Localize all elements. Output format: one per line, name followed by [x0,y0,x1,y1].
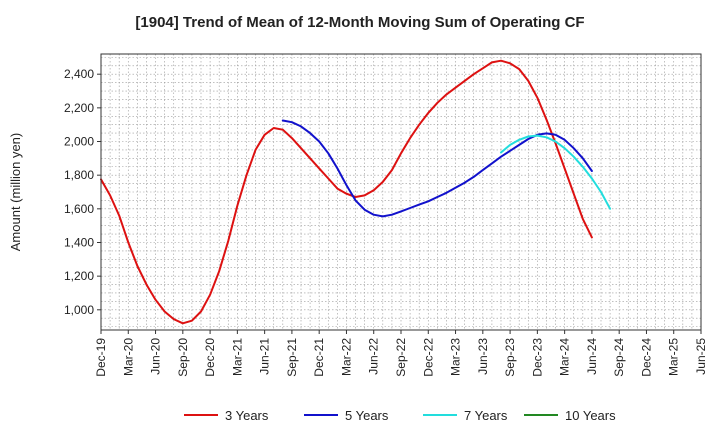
x-tick-label: Mar-21 [230,338,244,376]
x-tick-label: Jun-25 [694,338,708,375]
x-tick-label: Sep-20 [176,338,190,377]
y-tick-label: 2,200 [64,101,94,115]
x-tick-label: Jun-22 [367,338,381,375]
x-tick-label: Jun-21 [258,338,272,375]
x-tick-label: Sep-22 [394,338,408,377]
x-tick-label: Mar-25 [667,338,681,376]
legend-label: 10 Years [565,408,616,423]
y-tick-label: 1,800 [64,168,94,182]
legend-label: 5 Years [345,408,389,423]
y-axis-label: Amount (million yen) [8,133,23,252]
x-tick-label: Dec-22 [421,338,435,377]
series-line-7-years [500,134,612,210]
x-tick-label: Sep-23 [503,338,517,377]
y-tick-label: 2,400 [64,67,94,81]
x-tick-label: Mar-20 [121,338,135,376]
x-tick-label: Jun-24 [585,338,599,375]
y-tick-label: 1,400 [64,235,94,249]
y-tick-label: 1,200 [64,269,94,283]
legend-label: 7 Years [464,408,508,423]
series-line-3-years [100,59,593,325]
x-tick-label: Dec-23 [530,338,544,377]
y-tick-label: 1,000 [64,303,94,317]
series-line-5-years [281,119,593,218]
y-tick-label: 2,000 [64,135,94,149]
legend: 3 Years 5 Years 7 Years 10 Years [184,408,616,423]
chart-title: [1904] Trend of Mean of 12-Month Moving … [135,14,585,31]
x-tick-label: Jun-20 [149,338,163,375]
x-tick-label: Mar-22 [339,338,353,376]
x-tick-label: Dec-20 [203,338,217,377]
x-tick-label: Mar-24 [558,338,572,376]
legend-label: 3 Years [225,408,269,423]
series-lines [100,59,612,325]
grid [101,54,701,330]
x-axis: Dec-19 Mar-20 Jun-20 Sep-20 Dec-20 Mar-21 Jun-… [94,330,708,377]
x-tick-label: Dec-24 [639,338,653,377]
x-tick-label: Mar-23 [449,338,463,376]
y-axis: 1,000 1,200 1,400 1,600 1,800 2,000 2,200 2,400 [64,67,101,317]
x-tick-label: Sep-24 [612,338,626,377]
x-tick-label: Sep-21 [285,338,299,377]
x-tick-label: Dec-19 [94,338,108,377]
x-tick-label: Jun-23 [476,338,490,375]
x-tick-label: Dec-21 [312,338,326,377]
y-tick-label: 1,600 [64,202,94,216]
